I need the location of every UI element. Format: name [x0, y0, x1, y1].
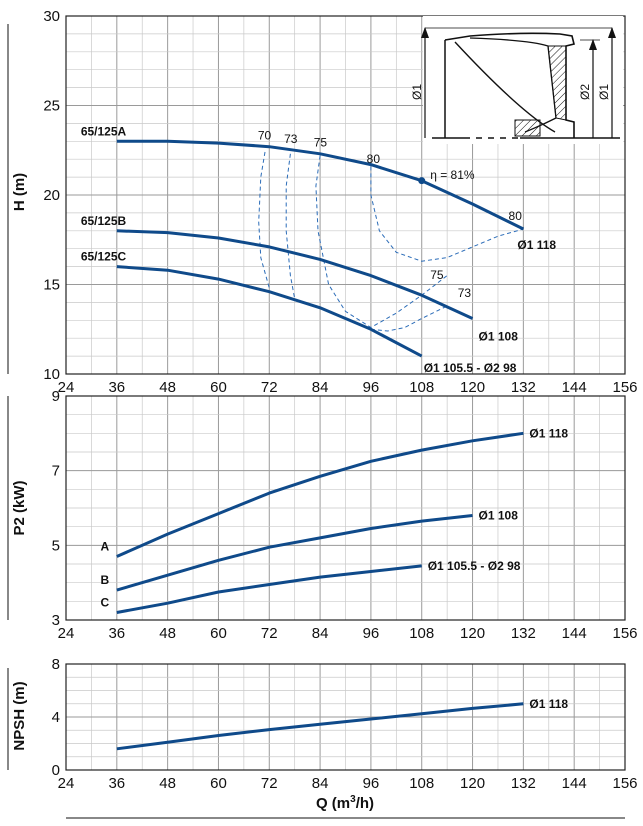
y-tick-label: 9 — [52, 388, 60, 405]
efficiency-iso-lines: 70 73 75 80 η = 81% 80 75 73 — [258, 129, 524, 332]
x-tick-label: 132 — [511, 625, 536, 642]
series-name-label: 65/125C — [81, 250, 127, 264]
series-name-label: A — [100, 540, 109, 554]
efficiency-curve — [258, 151, 270, 289]
x-tick-label: 108 — [409, 625, 434, 642]
series-line-65/125A — [116, 139, 525, 231]
series-line-C — [116, 564, 422, 614]
power-axis-label: P2 (kW) — [11, 480, 28, 535]
x-tick-label: 156 — [612, 775, 637, 792]
y-tick-label: 0 — [52, 762, 60, 779]
x-tick-label: 60 — [210, 625, 227, 642]
series-end-label: Ø1 108 — [479, 508, 519, 522]
plot-frame — [65, 663, 626, 771]
x-tick-label: 36 — [108, 775, 125, 792]
series-end-label: Ø1 105.5 - Ø2 98 — [428, 559, 521, 573]
series-name-label: C — [100, 596, 109, 610]
x-tick-label: 36 — [108, 625, 125, 642]
series-end-label: Ø1 118 — [517, 238, 556, 252]
series-line-npsh — [116, 702, 524, 751]
efficiency-label: 73 — [458, 286, 472, 300]
series-name-label: B — [100, 573, 109, 587]
y-tick-label: 20 — [43, 187, 60, 204]
x-tick-label: 24 — [58, 775, 75, 792]
plot-frame — [65, 395, 626, 621]
y-tick-label: 3 — [52, 612, 60, 629]
y-tick-label: 30 — [43, 8, 60, 25]
series-end-label: Ø1 118 — [529, 426, 568, 440]
impeller-d1-left-label: Ø1 — [410, 84, 424, 100]
efficiency-label: 70 — [258, 129, 272, 143]
series-end-label: Ø1 108 — [479, 330, 519, 344]
x-tick-label: 84 — [312, 379, 329, 396]
x-tick-label: 96 — [363, 379, 380, 396]
x-tick-label: 24 — [58, 625, 75, 642]
impeller-d1-right-label: Ø1 — [597, 84, 611, 100]
series-line-B — [116, 514, 473, 592]
x-tick-label: 144 — [562, 625, 587, 642]
x-tick-label: 120 — [460, 625, 485, 642]
power-panel: Ø1 118 A Ø1 108 B Ø1 105.5 - Ø2 98 C 24 36 48 60… — [11, 388, 638, 642]
efficiency-curve — [370, 166, 524, 262]
series-line-65/125C — [116, 265, 423, 358]
x-tick-label: 48 — [159, 625, 176, 642]
x-tick-label: 72 — [261, 625, 278, 642]
y-tick-label: 8 — [52, 656, 60, 673]
x-tick-label: 132 — [511, 379, 536, 396]
x-tick-label: 96 — [363, 775, 380, 792]
y-tick-label: 25 — [43, 98, 60, 115]
x-tick-label: 156 — [612, 625, 637, 642]
y-tick-label: 15 — [43, 277, 60, 294]
x-tick-label: 132 — [511, 775, 536, 792]
x-tick-label: 120 — [460, 775, 485, 792]
y-tick-label: 10 — [43, 366, 60, 383]
flow-axis-label: Q (m3/h) — [316, 794, 374, 812]
impeller-d2-label: Ø2 — [578, 84, 592, 100]
series-line-65/125B — [116, 229, 474, 320]
x-tick-label: 48 — [159, 379, 176, 396]
series-end-label: Ø1 118 — [529, 697, 568, 711]
efficiency-label: 75 — [430, 268, 444, 282]
x-tick-label: 108 — [409, 775, 434, 792]
efficiency-label: 80 — [367, 152, 381, 166]
x-tick-label: 72 — [261, 775, 278, 792]
y-tick-label: 4 — [52, 709, 60, 726]
head-axis-label: H (m) — [11, 173, 28, 211]
x-tick-label: 108 — [409, 379, 434, 396]
x-tick-label: 84 — [312, 775, 329, 792]
x-tick-label: 84 — [312, 625, 329, 642]
x-tick-label: 36 — [108, 379, 125, 396]
efficiency-curve — [315, 155, 448, 329]
plot-frame — [65, 15, 626, 375]
efficiency-label: 80 — [509, 209, 523, 223]
series-name-label: 65/125A — [81, 124, 127, 138]
x-tick-label: 60 — [210, 775, 227, 792]
x-tick-label: 120 — [460, 379, 485, 396]
impeller-diagram: Ø1 Ø2 Ø1 — [410, 16, 623, 144]
x-tick-label: 144 — [562, 379, 587, 396]
efficiency-label: η = 81% — [430, 168, 475, 182]
x-tick-label: 48 — [159, 775, 176, 792]
efficiency-label: 75 — [314, 136, 328, 150]
efficiency-curve — [285, 153, 296, 299]
x-tick-label: 60 — [210, 379, 227, 396]
npsh-axis-label: NPSH (m) — [11, 681, 28, 750]
x-tick-label: 96 — [363, 625, 380, 642]
series-name-label: 65/125B — [81, 214, 127, 228]
efficiency-label: 73 — [284, 132, 298, 146]
series-line-A — [116, 431, 524, 558]
x-tick-label: 72 — [261, 379, 278, 396]
x-tick-label: 24 — [58, 379, 75, 396]
head-panel: 70 73 75 80 η = 81% 80 75 73 Ø1 118 65/125A Ø1 10… — [11, 8, 638, 396]
x-tick-label: 156 — [612, 379, 637, 396]
y-tick-label: 7 — [52, 463, 60, 480]
series-end-label: Ø1 105.5 - Ø2 98 — [424, 361, 517, 375]
x-tick-label: 144 — [562, 775, 587, 792]
npsh-panel: Ø1 118 24 36 48 60 72 84 96 108 120 132 144 156048 … — [11, 656, 638, 812]
y-tick-label: 5 — [52, 537, 60, 554]
